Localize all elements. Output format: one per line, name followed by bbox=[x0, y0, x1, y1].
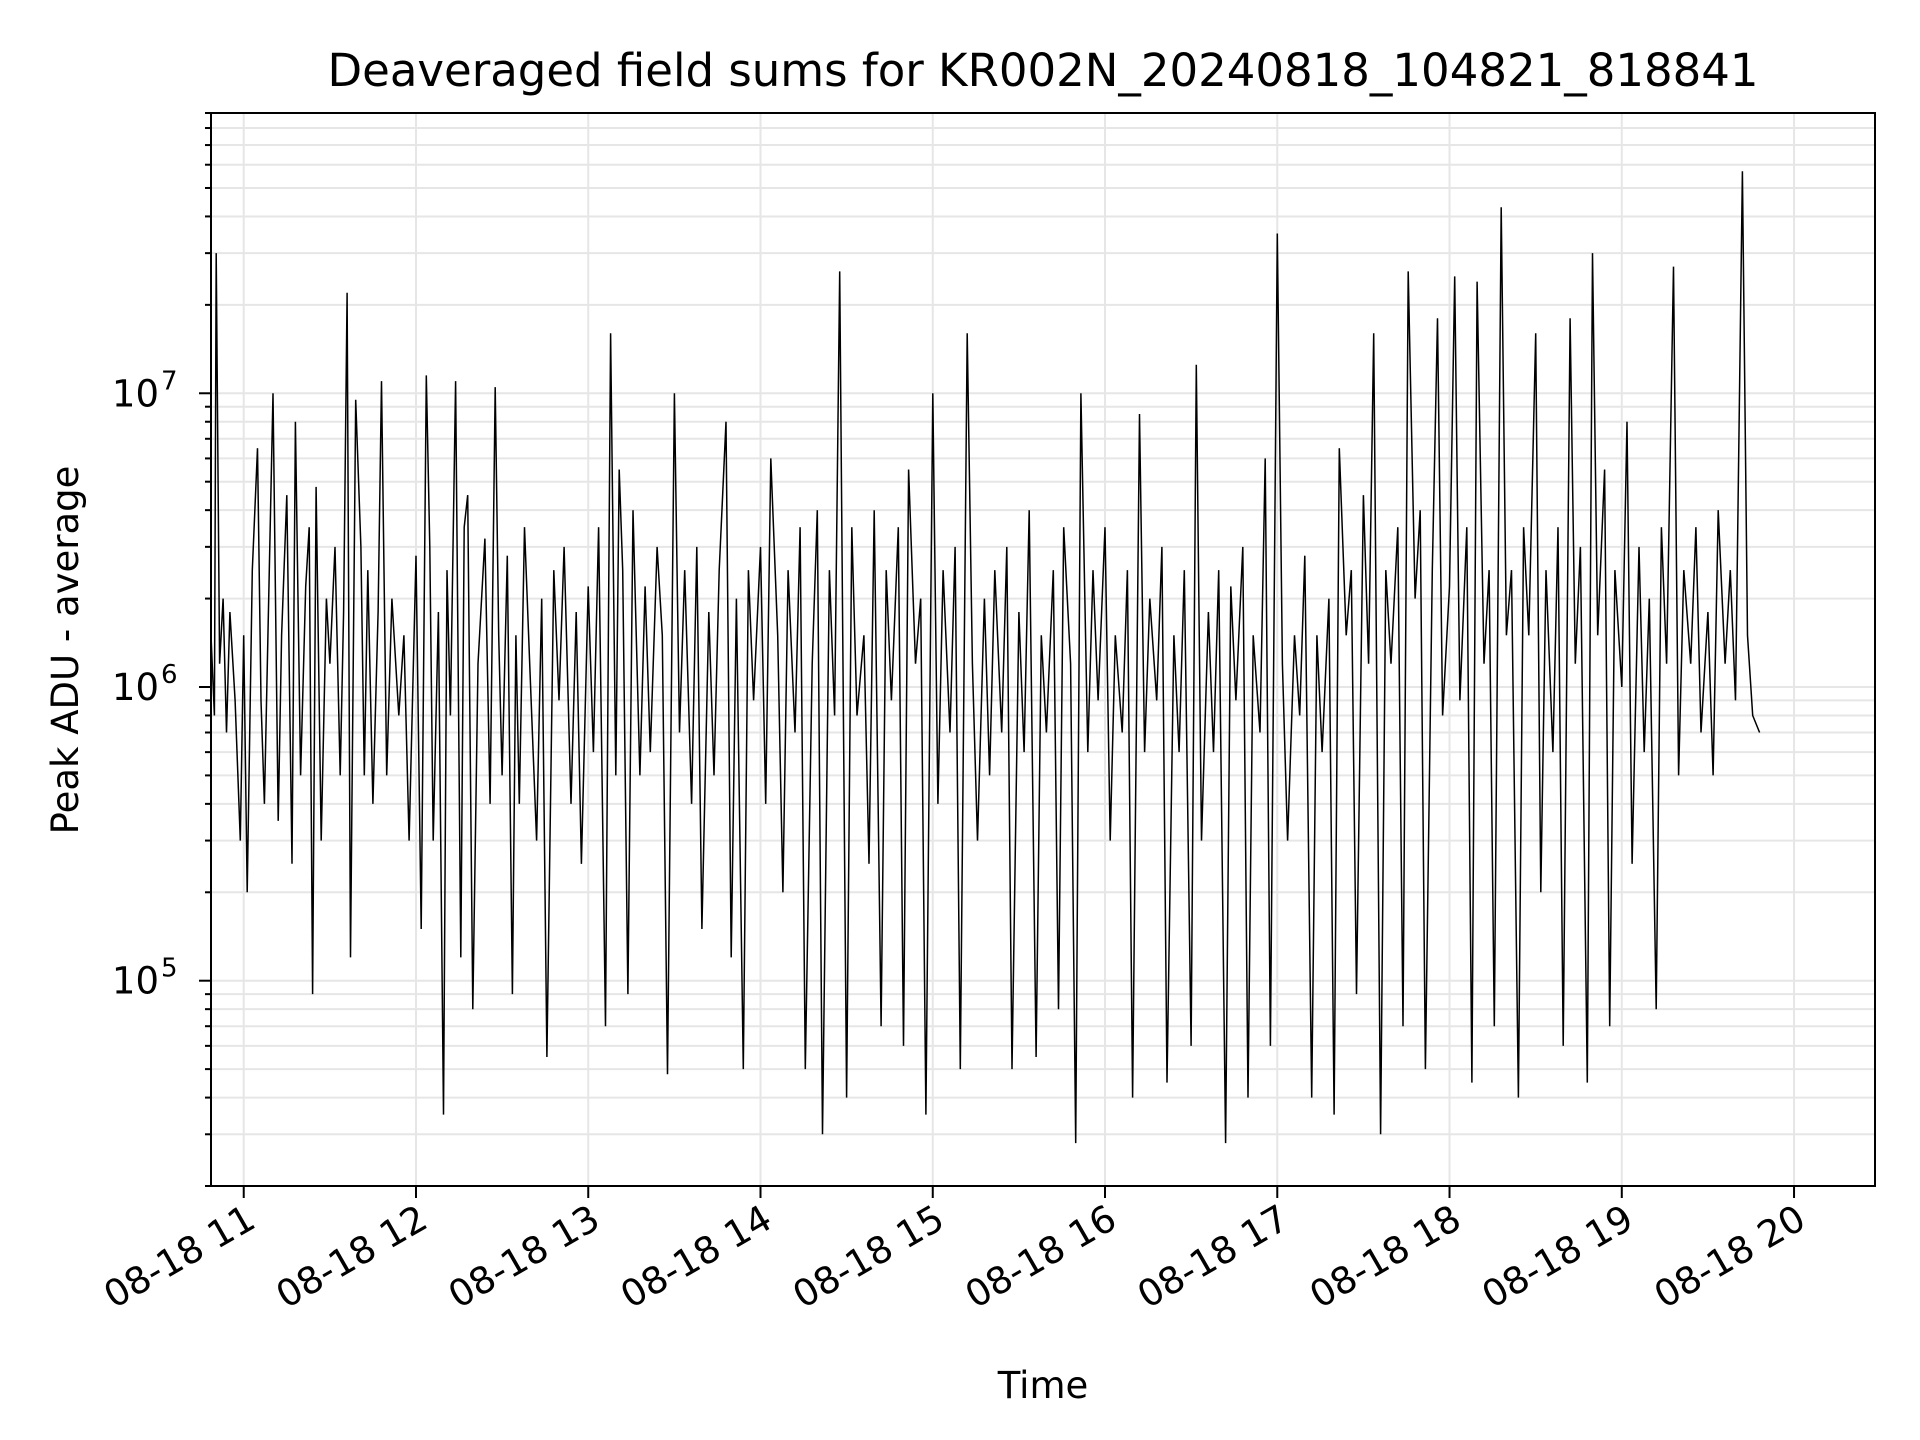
series-line bbox=[210, 171, 1761, 1144]
series-layer bbox=[210, 171, 1761, 1144]
y-tick-exponent: 5 bbox=[161, 954, 178, 984]
x-tick-label: 08-18 17 bbox=[1130, 1197, 1296, 1317]
y-tick-exponent: 7 bbox=[161, 366, 178, 396]
x-tick-label: 08-18 14 bbox=[613, 1197, 779, 1317]
y-tick-label: 10 5 bbox=[112, 954, 178, 1003]
y-tick-label: 10 6 bbox=[112, 660, 178, 709]
y-tick-label: 10 7 bbox=[112, 366, 178, 415]
x-tick-label: 08-18 18 bbox=[1302, 1197, 1468, 1317]
x-tick-label: 08-18 11 bbox=[97, 1197, 263, 1317]
y-axis-label: Peak ADU - average bbox=[44, 466, 87, 835]
y-tick-base: 10 bbox=[112, 666, 159, 709]
plot-frame bbox=[210, 112, 1876, 1187]
x-tick-label: 08-18 20 bbox=[1647, 1197, 1813, 1317]
x-axis-ticks: 08-18 11 08-18 12 08-18 13 08-18 14 08-18 15… bbox=[97, 1186, 1813, 1317]
grid-layer bbox=[211, 112, 1875, 1187]
y-tick-base: 10 bbox=[112, 960, 159, 1003]
y-tick-exponent: 6 bbox=[161, 660, 178, 690]
x-tick-label: 08-18 16 bbox=[958, 1197, 1124, 1317]
x-tick-label: 08-18 15 bbox=[786, 1197, 952, 1317]
y-tick-base: 10 bbox=[112, 372, 159, 415]
x-tick-label: 08-18 12 bbox=[269, 1197, 435, 1317]
x-axis-label: Time bbox=[997, 1364, 1089, 1407]
chart-title: Deaveraged field sums for KR002N_2024081… bbox=[328, 44, 1759, 97]
x-tick-label: 08-18 19 bbox=[1475, 1197, 1641, 1317]
x-tick-label: 08-18 13 bbox=[441, 1197, 607, 1317]
